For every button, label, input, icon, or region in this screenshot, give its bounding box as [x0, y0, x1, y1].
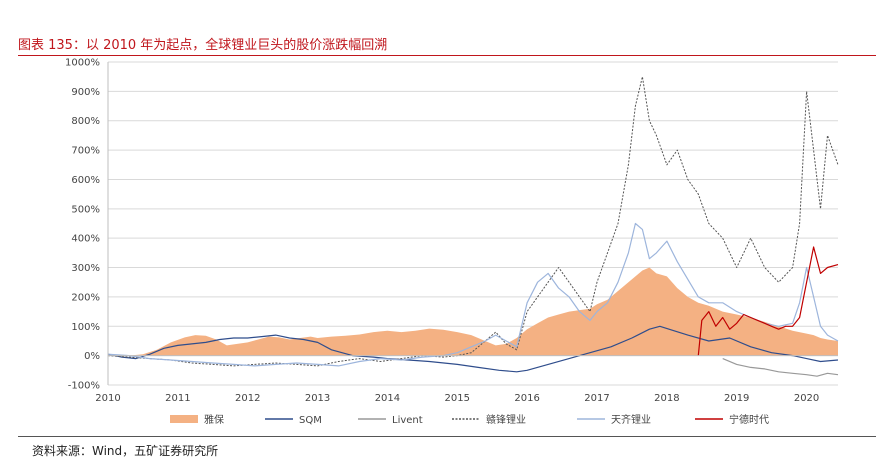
y-tick-label: 0% — [84, 351, 100, 362]
axes: 1000% 900% 800% 700% 600% 500% 400% 300% 200% 100… — [65, 58, 838, 404]
x-tick-label: 2018 — [654, 393, 679, 404]
x-tick-label: 2012 — [235, 393, 260, 404]
x-tick-label: 2016 — [514, 393, 539, 404]
x-tick-label: 2019 — [724, 393, 749, 404]
y-tick-label: 100% — [71, 322, 100, 333]
source-note: 资料来源：Wind，五矿证券研究所 — [32, 444, 219, 458]
legend-label: 宁德时代 — [729, 413, 769, 426]
legend-swatch — [170, 415, 198, 423]
legend-label: SQM — [299, 415, 322, 426]
x-tick-label: 2011 — [165, 393, 190, 404]
series-line-catl — [697, 246, 839, 356]
legend-label: Livent — [392, 415, 423, 426]
x-tick-label: 2020 — [794, 393, 819, 404]
y-tick-label: 600% — [71, 175, 100, 186]
bottom-divider — [18, 436, 876, 437]
legend-label: 赣锋锂业 — [486, 413, 526, 426]
y-tick-label: 800% — [71, 116, 100, 127]
line-series-layer — [107, 76, 839, 377]
series-line-livent — [722, 358, 839, 377]
x-tick-label: 2013 — [305, 393, 330, 404]
legend: 雅保 SQM Livent 赣锋锂业 天齐锂业 宁德时代 — [170, 413, 769, 426]
legend-label: 雅保 — [204, 413, 224, 426]
figure-title: 图表 135：以 2010 年为起点，全球锂业巨头的股价涨跌幅回溯 — [18, 38, 388, 53]
series-line-sqm — [107, 325, 839, 373]
y-tick-label: 200% — [71, 292, 100, 303]
y-tick-label: 700% — [71, 146, 100, 157]
legend-label: 天齐锂业 — [611, 413, 651, 426]
y-tick-label: 500% — [71, 204, 100, 215]
y-tick-label: -100% — [68, 381, 100, 392]
x-tick-label: 2017 — [584, 393, 609, 404]
y-tick-label: 900% — [71, 87, 100, 98]
x-tick-label: 2015 — [445, 393, 470, 404]
x-tick-label: 2010 — [95, 393, 120, 404]
y-tick-label: 400% — [71, 234, 100, 245]
y-tick-label: 1000% — [65, 58, 100, 69]
y-tick-label: 300% — [71, 263, 100, 274]
title-divider — [18, 55, 876, 56]
x-tick-label: 2014 — [375, 393, 400, 404]
series-area-albemarle — [108, 267, 838, 356]
series-line-ganfeng — [107, 76, 839, 367]
area-series-layer — [108, 267, 838, 356]
